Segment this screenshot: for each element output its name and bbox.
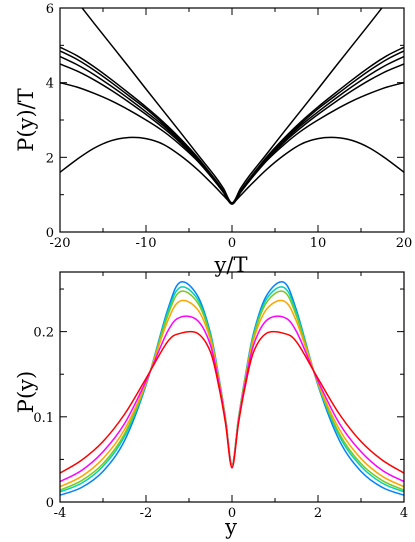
top-chart-xtick-label: 0 xyxy=(228,236,236,251)
top-chart-xtick-label: -10 xyxy=(136,236,157,251)
bottom-chart-series-1 xyxy=(60,281,404,496)
bottom-chart-xtick-label: -2 xyxy=(140,506,153,521)
bottom-chart-xlabel: y xyxy=(224,515,237,539)
bottom-chart-ytick-label: 0.1 xyxy=(33,411,54,426)
top-chart: -20 -10 0 10 20 0 2 4 6 y/T P(y)/T xyxy=(14,2,413,277)
top-chart-xtick-label: 20 xyxy=(396,236,413,251)
top-chart-ylabel: P(y)/T xyxy=(14,88,38,151)
top-chart-ytick-label: 0 xyxy=(46,226,54,241)
bottom-chart-xtick-label: 0 xyxy=(228,506,236,521)
bottom-chart-xtick-label: 4 xyxy=(400,506,408,521)
top-chart-series-7 xyxy=(60,136,404,204)
bottom-chart-series-5 xyxy=(60,315,404,483)
top-chart-xtick-label: 10 xyxy=(310,236,327,251)
top-chart-ticks: -20 -10 0 10 20 0 2 4 6 xyxy=(46,2,413,251)
bottom-chart-ylabel: P(y) xyxy=(14,371,38,413)
bottom-chart-curves xyxy=(60,281,404,496)
top-chart-series-3 xyxy=(60,50,404,205)
top-chart-xlabel: y/T xyxy=(214,253,248,277)
top-chart-series-5 xyxy=(60,63,404,205)
top-chart-ytick-label: 2 xyxy=(46,151,54,166)
top-chart-curves xyxy=(60,8,404,205)
bottom-chart: -4 -2 0 2 4 0 0.1 0.2 y P(y) xyxy=(14,271,408,539)
top-chart-series-4 xyxy=(60,55,404,205)
bottom-chart-ytick-label: 0.2 xyxy=(33,326,54,341)
bottom-chart-xtick-label: 2 xyxy=(314,506,322,521)
bottom-chart-series-3 xyxy=(60,290,404,491)
bottom-chart-ytick-label: 0 xyxy=(46,496,54,511)
bottom-chart-series-6 xyxy=(60,330,404,474)
top-chart-ytick-label: 4 xyxy=(46,77,54,92)
top-chart-xtick-label: -20 xyxy=(50,236,71,251)
bottom-chart-series-4 xyxy=(60,299,404,488)
top-chart-series-6 xyxy=(60,81,404,205)
top-chart-frame xyxy=(59,7,405,233)
top-chart-series-2 xyxy=(60,46,404,205)
top-chart-ytick-label: 6 xyxy=(46,2,54,17)
bottom-chart-xtick-label: -4 xyxy=(54,506,67,521)
bottom-chart-ticks: -4 -2 0 2 4 0 0.1 0.2 xyxy=(33,272,408,521)
